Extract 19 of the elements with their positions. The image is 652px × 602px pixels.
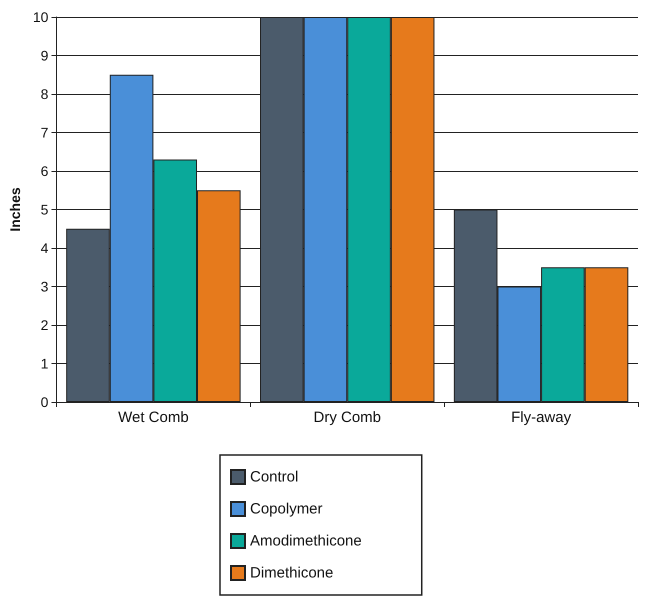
y-tick-label: 0 — [40, 394, 49, 410]
y-tick-label: 3 — [40, 278, 49, 294]
legend-label: Control — [250, 468, 298, 486]
y-axis-title: Inches — [7, 187, 23, 232]
legend-label: Amodimethicone — [250, 532, 362, 550]
legend-label: Dimethicone — [250, 564, 334, 582]
x-tick-label: Fly-away — [511, 409, 572, 426]
y-tick-label: 1 — [40, 356, 49, 372]
y-tick-label: 2 — [40, 317, 49, 333]
x-tick-label: Dry Comb — [313, 409, 381, 426]
x-tick-label: Wet Comb — [118, 409, 189, 426]
y-tick-label: 7 — [40, 124, 49, 140]
y-tick-label: 8 — [40, 86, 49, 102]
legend-label: Copolymer — [250, 500, 323, 518]
y-tick-label: 5 — [40, 202, 49, 218]
y-tick-label: 4 — [40, 240, 49, 256]
y-tick-label: 9 — [40, 48, 49, 64]
y-tick-label: 6 — [40, 163, 49, 179]
y-tick-label: 10 — [32, 9, 49, 25]
